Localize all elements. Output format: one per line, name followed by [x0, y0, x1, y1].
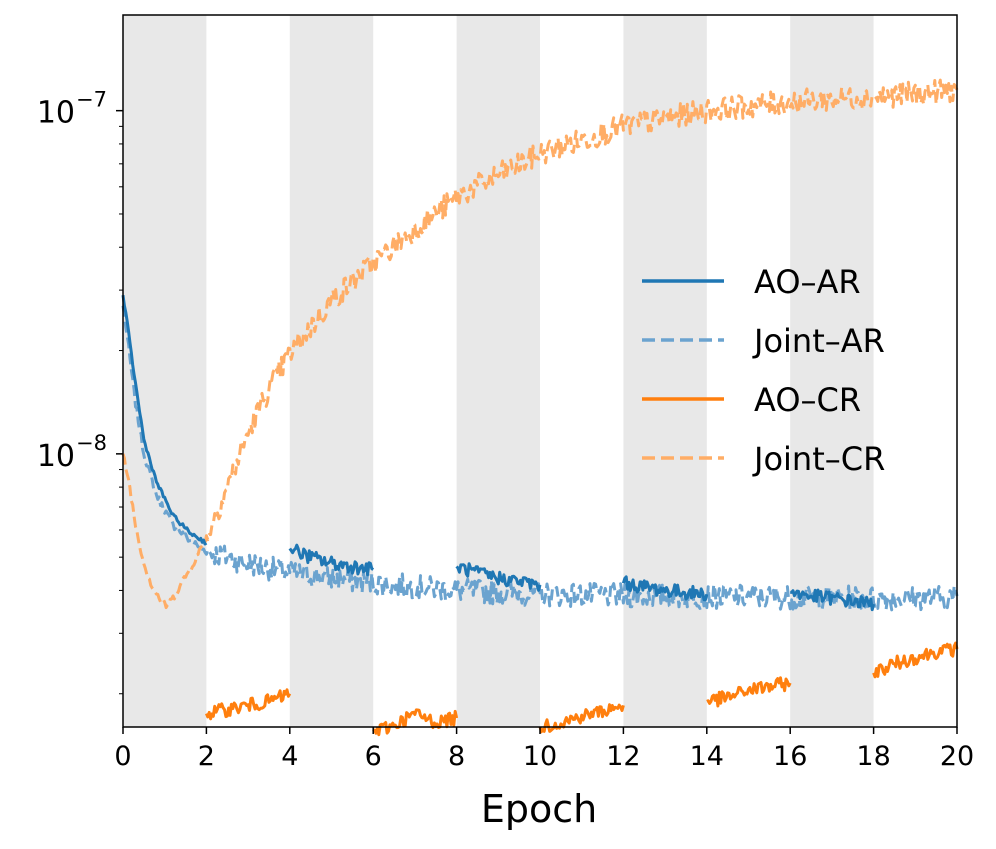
- x-tick-label: 4: [281, 741, 298, 772]
- legend-label-joint-ar: Joint–AR: [752, 322, 885, 360]
- x-tick-label: 16: [773, 741, 807, 772]
- x-tick-label: 2: [198, 741, 215, 772]
- x-tick-label: 14: [690, 741, 724, 772]
- x-axis-title: Epoch: [481, 787, 597, 831]
- x-tick-label: 0: [114, 741, 131, 772]
- x-tick-label: 18: [856, 741, 890, 772]
- shaded-band-3: [623, 15, 707, 727]
- series-ao-ar-segment-4: [790, 588, 876, 612]
- series-ao-ar-segment-1: [288, 543, 375, 577]
- y-tick-label: 10: [37, 439, 75, 474]
- shaded-band-1: [289, 15, 374, 727]
- series-layer: [121, 78, 959, 737]
- series-ao-ar-segment-0: [121, 295, 208, 546]
- x-tick-label: 12: [606, 741, 640, 772]
- shaded-band-0: [123, 15, 207, 727]
- shaded-bands: [123, 15, 874, 727]
- series-ao-cr-segment-0: [205, 688, 292, 721]
- legend-label-joint-cr: Joint–CR: [752, 440, 885, 478]
- y-tick-exponent: −7: [76, 88, 107, 112]
- x-tick-label: 10: [523, 741, 557, 772]
- series-ao-cr-segment-1: [372, 708, 459, 737]
- series-ao-cr-segment-4: [872, 641, 959, 679]
- shaded-band-4: [790, 15, 874, 727]
- y-tick-exponent: −8: [76, 431, 107, 455]
- y-tick-label: 10: [37, 96, 75, 131]
- series-joint-ar-segment-0: [121, 305, 959, 612]
- series-ao-ar-segment-2: [455, 562, 542, 592]
- x-tick-label: 20: [940, 741, 974, 772]
- legend: AO–AR Joint–AR AO–CR Joint–CR: [642, 263, 885, 478]
- x-tick-label: 8: [448, 741, 465, 772]
- legend-label-ao-cr: AO–CR: [754, 381, 861, 419]
- shaded-band-2: [456, 15, 540, 727]
- x-tick-label: 6: [365, 741, 382, 772]
- series-ao-cr-segment-2: [538, 703, 625, 734]
- series-ao-ar-segment-3: [621, 575, 709, 602]
- series-ao-cr-segment-3: [706, 676, 792, 708]
- legend-label-ao-ar: AO–AR: [754, 263, 861, 301]
- series-joint-cr-segment-0: [121, 78, 959, 610]
